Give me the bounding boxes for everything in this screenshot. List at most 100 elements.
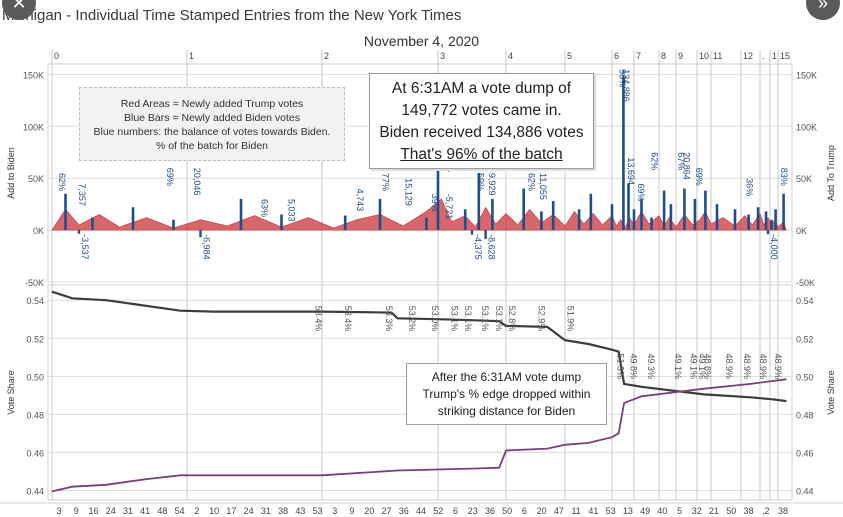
negative-value-label: -6,984	[202, 234, 212, 260]
biden-bar	[540, 211, 543, 231]
share-pct-label: 48.9%	[724, 353, 734, 379]
minute-tick-label: 52	[433, 506, 443, 516]
minute-tick-label: 50	[726, 506, 736, 516]
biden-bar	[733, 209, 737, 231]
minute-tick-label: 54	[175, 506, 185, 516]
minute-tick-label: 44	[416, 506, 426, 516]
minute-tick-label: .2	[762, 506, 770, 516]
biden-bar	[589, 193, 593, 231]
bottom-ylabel-right: Vote Share	[826, 370, 836, 415]
minute-tick-label: 5	[677, 506, 682, 516]
bottom-y-tick-left: 0.48	[26, 410, 44, 420]
bar-value-label: 83%	[779, 168, 789, 186]
top-y-tick-left: 50K	[28, 174, 44, 184]
minute-tick-label: 41	[140, 506, 150, 516]
legend-line: Blue Bars = Newly added Biden votes	[124, 112, 300, 124]
bar-value-label: 62%	[526, 173, 536, 191]
minute-tick-label: 53	[313, 506, 323, 516]
minute-tick-label: 38	[744, 506, 754, 516]
minute-tick-label: 38	[278, 506, 288, 516]
top-ylabel-right: Add To Trump	[826, 145, 836, 201]
top-y-tick-left: 100K	[23, 122, 44, 132]
bar-value-label: -5,721	[444, 194, 454, 220]
top-y-tick-right: -50K	[796, 278, 815, 288]
bar-value-label: 9,929	[487, 173, 497, 196]
bottom-y-tick-right: 0.46	[796, 448, 814, 458]
biden-bar	[577, 209, 581, 231]
chevron-right-double-icon: »	[817, 0, 828, 13]
top-y-tick-right: 50K	[796, 174, 812, 184]
bar-value-label: 36%	[745, 178, 755, 196]
share-pct-label: 49.8%	[629, 353, 639, 379]
share-pct-label: 53.1%	[494, 306, 504, 332]
biden-bar	[704, 190, 707, 231]
biden-bar	[683, 188, 686, 231]
close-button[interactable]: ✕	[2, 0, 36, 20]
share-pct-label: 53.1%	[450, 306, 460, 332]
bottom-y-tick-right: 0.48	[796, 410, 814, 420]
hour-label: 3	[440, 51, 445, 61]
bar-value-label: 96%	[618, 69, 628, 87]
biden-bar	[632, 209, 636, 231]
chart-title: Michigan - Individual Time Stamped Entri…	[2, 7, 462, 24]
negative-value-label: -4,375	[473, 234, 483, 260]
share-pct-label: 48.9%	[758, 353, 768, 379]
callout-line: Biden received 134,886 votes	[379, 124, 584, 141]
top-y-tick-right: 150K	[796, 70, 817, 80]
bar-value-label: 4,743	[355, 189, 365, 212]
hour-label: 5	[567, 51, 572, 61]
callout-line: striking distance for Biden	[437, 404, 576, 418]
biden-bar	[764, 211, 768, 231]
hour-label: 11	[713, 51, 722, 61]
minute-tick-label: 24	[244, 506, 254, 516]
biden-bar	[669, 204, 673, 231]
bar-value-label: 20,864	[681, 152, 691, 180]
hour-label: 10	[699, 51, 709, 61]
biden-bar	[280, 214, 283, 231]
bottom-y-tick-left: 0.54	[26, 296, 44, 306]
biden-share-line	[51, 378, 787, 493]
minute-tick-label: 38	[778, 506, 788, 516]
minute-tick-label: 6	[453, 506, 458, 516]
biden-bar	[650, 217, 653, 231]
minute-tick-label: 31	[261, 506, 271, 516]
share-pct-label: 53.4%	[343, 306, 353, 332]
minute-tick-label: 11	[571, 506, 580, 516]
biden-bar	[610, 204, 614, 231]
biden-bar	[131, 207, 135, 231]
bottom-y-tick-right: 0.50	[796, 372, 814, 382]
bar-value-label: 59%	[475, 173, 485, 191]
share-pct-label: 53.2%	[407, 306, 417, 332]
legend-line: Blue numbers: the balance of votes towar…	[93, 126, 331, 138]
biden-bar	[747, 214, 750, 231]
biden-bar	[477, 173, 481, 231]
bottom-y-tick-right: 0.52	[796, 334, 814, 344]
hour-label: 1	[189, 51, 194, 61]
bottom-y-tick-left: 0.46	[26, 448, 44, 458]
biden-bar	[782, 193, 785, 231]
minute-tick-label: 6	[522, 506, 527, 516]
biden-bar	[770, 219, 773, 231]
negative-bar	[199, 230, 202, 238]
minute-tick-label: 49	[640, 506, 650, 516]
bar-value-label: 20,046	[192, 168, 202, 196]
biden-bar	[774, 209, 777, 231]
hour-label: 12	[743, 51, 753, 61]
share-pct-label: 52.9%	[536, 306, 546, 332]
share-pct-label: 49.1%	[697, 353, 707, 379]
hour-label: 4	[508, 51, 513, 61]
close-icon: ✕	[11, 0, 27, 13]
minute-tick-label: 23	[468, 506, 478, 516]
share-pct-label: 48.8%	[703, 353, 713, 379]
minute-tick-label: 24	[106, 506, 116, 516]
bar-value-label: 13,694	[626, 157, 636, 185]
next-button[interactable]: »	[806, 0, 840, 20]
biden-bar	[378, 198, 382, 231]
vote-dump-callout: At 6:31AM a vote dump of 149,772 votes c…	[369, 73, 594, 169]
biden-bar	[436, 167, 440, 231]
minute-tick-label: 21	[709, 506, 719, 516]
minute-tick-label: 40	[657, 506, 667, 516]
minute-tick-label: 10	[209, 506, 219, 516]
chart-subtitle: November 4, 2020	[363, 33, 480, 49]
bar-value-label: 67%	[676, 152, 686, 170]
